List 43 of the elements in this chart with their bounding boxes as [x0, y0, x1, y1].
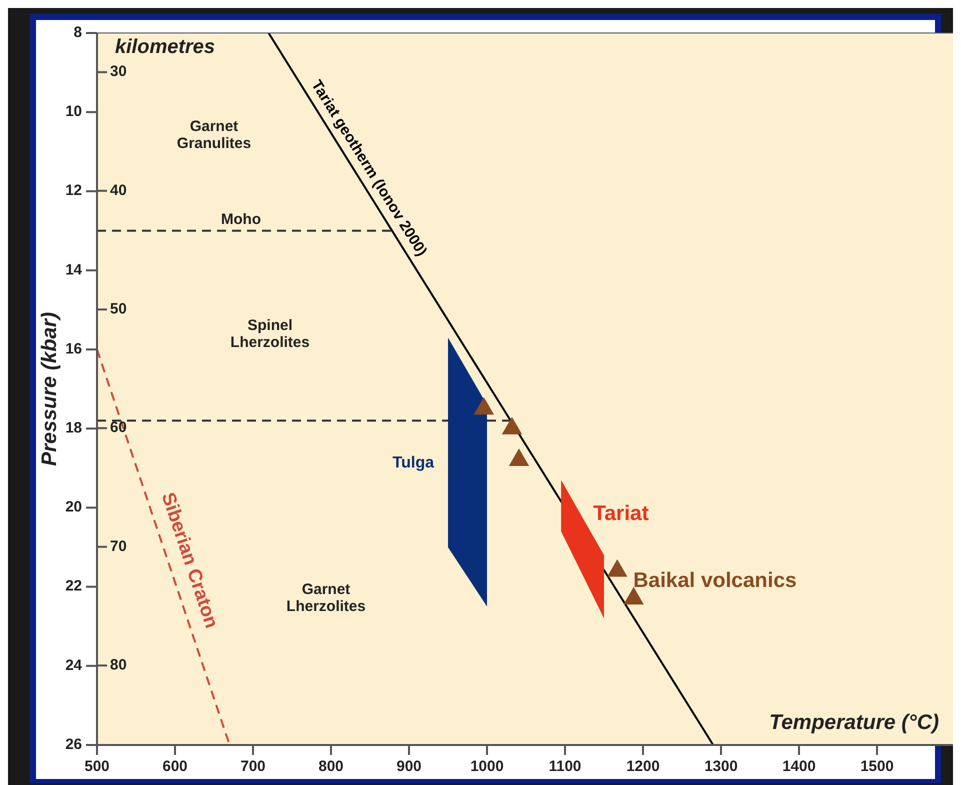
x-tick-label: 1500: [860, 758, 894, 775]
y-tick-label: 24: [65, 656, 83, 674]
annotation: Garnet Lherzolites: [286, 580, 366, 615]
x-tick-label: 900: [396, 758, 422, 775]
y2-axis-title: kilometres: [115, 36, 216, 58]
point: [474, 397, 494, 415]
x-tick-label: 500: [84, 758, 110, 775]
y-tick-label: 12: [65, 182, 82, 200]
x-tick-label: 1400: [782, 758, 816, 775]
text: Siberian Craton: [156, 490, 222, 631]
y-axis-title: Pressure (kbar): [38, 312, 61, 466]
y-tick-label: 14: [65, 261, 83, 278]
x-tick-label: 1000: [470, 758, 504, 775]
x-tick-label: 1100: [548, 758, 582, 775]
annotation: Spinel Lherzolites: [230, 316, 310, 351]
y2-tick-label: 60: [110, 419, 127, 436]
y2-tick-label: 40: [110, 182, 127, 199]
y-tick-label: 18: [65, 420, 82, 437]
x-tick-label: 700: [240, 758, 266, 775]
series-label: Baikal volcanics: [633, 568, 797, 592]
x-tick-label: 1300: [704, 758, 738, 775]
annotation: Moho: [221, 210, 261, 228]
point: [607, 559, 628, 577]
x-tick-label: 600: [162, 758, 188, 775]
y-tick-label: 26: [65, 736, 82, 753]
point: [623, 586, 644, 604]
y-tick-label: 20: [65, 498, 82, 516]
y2-tick-label: 30: [110, 63, 127, 80]
y-tick-label: 8: [74, 24, 82, 41]
y2-tick-label: 80: [110, 656, 127, 674]
x-axis-title: Temperature (°C): [769, 711, 939, 734]
point: [502, 416, 522, 434]
x-tick-label: 1200: [626, 758, 660, 775]
annotation: Garnet Granulites: [176, 118, 252, 152]
y-tick-label: 10: [65, 103, 82, 120]
y-tick-label: 22: [65, 578, 82, 595]
point: [508, 448, 530, 466]
y2-tick-label: 50: [110, 300, 127, 318]
y2-tick-label: 70: [110, 538, 127, 555]
series-label: Tariat: [593, 502, 649, 525]
series-label: Tulga: [392, 454, 434, 472]
x-tick-label: 800: [318, 758, 344, 775]
y-tick-label: 16: [65, 340, 82, 358]
